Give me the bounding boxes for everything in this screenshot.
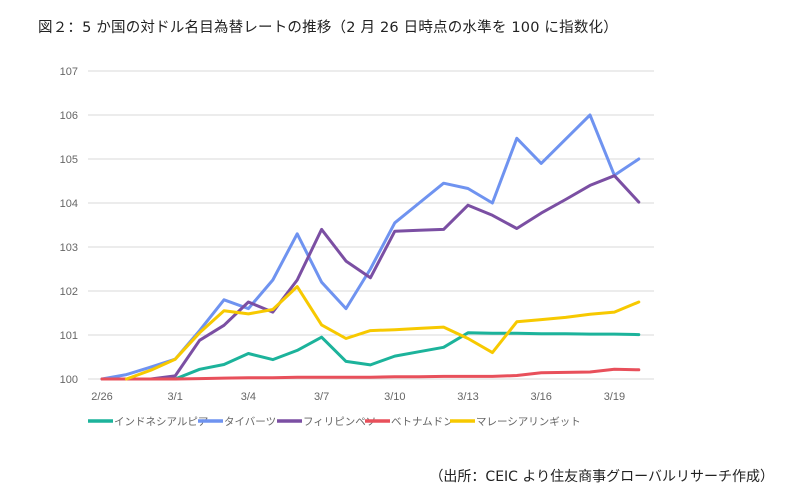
x-tick-label: 2/26	[91, 391, 112, 403]
series-line-0	[173, 331, 641, 381]
x-tick-label: 3/1	[168, 391, 183, 403]
legend-label: タイバーツ	[224, 416, 276, 428]
y-tick-label: 105	[60, 154, 78, 166]
x-tick-label: 3/7	[314, 391, 329, 403]
y-tick-label: 107	[60, 66, 78, 78]
y-tick-label: 102	[60, 286, 78, 298]
legend-label: マレーシアリンギット	[476, 416, 581, 428]
y-tick-label: 104	[60, 198, 78, 210]
legend-label: フィリピンペソ	[303, 416, 376, 428]
x-tick-label: 3/16	[530, 391, 551, 403]
x-tick-label: 3/19	[604, 391, 625, 403]
series-line-3	[100, 367, 641, 381]
source-note: （出所：CEIC より住友商事グローバルリサーチ作成）	[429, 469, 774, 485]
x-tick-label: 3/13	[457, 391, 478, 403]
y-tick-label: 106	[60, 110, 78, 122]
y-tick-label: 101	[60, 330, 78, 342]
y-tick-label: 103	[60, 242, 78, 254]
series-line-2	[100, 174, 641, 381]
x-tick-label: 3/10	[384, 391, 405, 403]
x-tick-label: 3/4	[241, 391, 256, 403]
chart-title: 図２：5 か国の対ドル名目為替レートの推移（2 月 26 日時点の水準を 100…	[38, 20, 618, 36]
series-line-4	[124, 285, 641, 381]
legend-label: インドネシアルピア	[114, 416, 208, 428]
legend-label: ベトナムドン	[391, 416, 454, 428]
y-tick-label: 100	[60, 374, 78, 386]
